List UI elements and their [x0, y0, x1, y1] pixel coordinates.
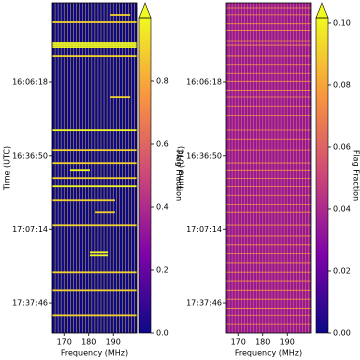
- flagged-row: [52, 44, 137, 46]
- colorbar: [139, 18, 151, 333]
- colorbar-tick-label: 0.06: [333, 142, 351, 151]
- x-axis-label: Frequency (MHz): [61, 349, 128, 358]
- flagged-row: [110, 14, 130, 16]
- flagged-row: [52, 162, 137, 164]
- flagged-row: [52, 129, 137, 131]
- colorbar-tick-label: 0.4: [156, 203, 169, 212]
- x-axis-label: Frequency (MHz): [235, 349, 302, 358]
- flagged-row: [52, 185, 137, 187]
- heatmap-background: [226, 3, 311, 333]
- flagged-row: [52, 177, 137, 179]
- flagged-row: [52, 199, 115, 201]
- y-tick-label: 16:06:18: [186, 78, 222, 87]
- flagged-row: [52, 149, 137, 151]
- colorbar-tick-label: 0.08: [333, 80, 351, 89]
- colorbar-tick-label: 0.2: [156, 266, 169, 275]
- colorbar-tick-label: 0.6: [156, 140, 169, 149]
- flagged-row: [52, 289, 137, 291]
- y-tick-label: 17:37:46: [186, 299, 222, 308]
- flagged-row: [52, 46, 137, 48]
- colorbar: [316, 18, 328, 333]
- colorbar-tick-label: 0.8: [156, 77, 169, 86]
- flagged-row: [90, 251, 108, 253]
- colorbar-extension: [139, 3, 151, 18]
- flagged-row: [52, 42, 137, 44]
- x-tick-label: 170: [231, 338, 246, 347]
- flagged-row: [52, 314, 137, 316]
- flagged-row: [52, 224, 137, 226]
- x-tick-label: 190: [106, 338, 121, 347]
- heatmap-background: [52, 3, 137, 333]
- flagged-row: [52, 21, 137, 23]
- y-tick-label: 17:07:14: [186, 225, 222, 234]
- flagged-row: [52, 271, 137, 273]
- colorbar-extension: [316, 3, 328, 18]
- flagged-row: [70, 169, 90, 171]
- y-tick-label: 16:36:50: [12, 151, 48, 160]
- colorbar-tick-label: 0.02: [333, 266, 351, 275]
- colorbar-tick-label: 0.00: [333, 329, 351, 338]
- y-axis-label: Time (UTC): [3, 146, 12, 191]
- flagged-row: [90, 254, 108, 256]
- y-tick-label: 17:37:46: [12, 299, 48, 308]
- x-tick-label: 170: [57, 338, 72, 347]
- flagged-row: [52, 55, 137, 57]
- x-tick-label: 180: [255, 338, 270, 347]
- colorbar-tick-label: 0.10: [333, 18, 351, 27]
- colorbar-tick-label: 0.04: [333, 204, 351, 213]
- y-tick-label: 16:06:18: [12, 78, 48, 87]
- flagged-row: [95, 211, 115, 213]
- y-tick-label: 17:07:14: [12, 225, 48, 234]
- colorbar-tick-label: 0.0: [156, 329, 169, 338]
- y-tick-label: 16:36:50: [186, 151, 222, 160]
- colorbar-label: Flag Fraction: [352, 150, 360, 201]
- x-tick-label: 180: [81, 338, 96, 347]
- x-tick-label: 190: [280, 338, 295, 347]
- y-axis-label: Time (UTC): [177, 146, 186, 191]
- flagged-row: [110, 96, 130, 98]
